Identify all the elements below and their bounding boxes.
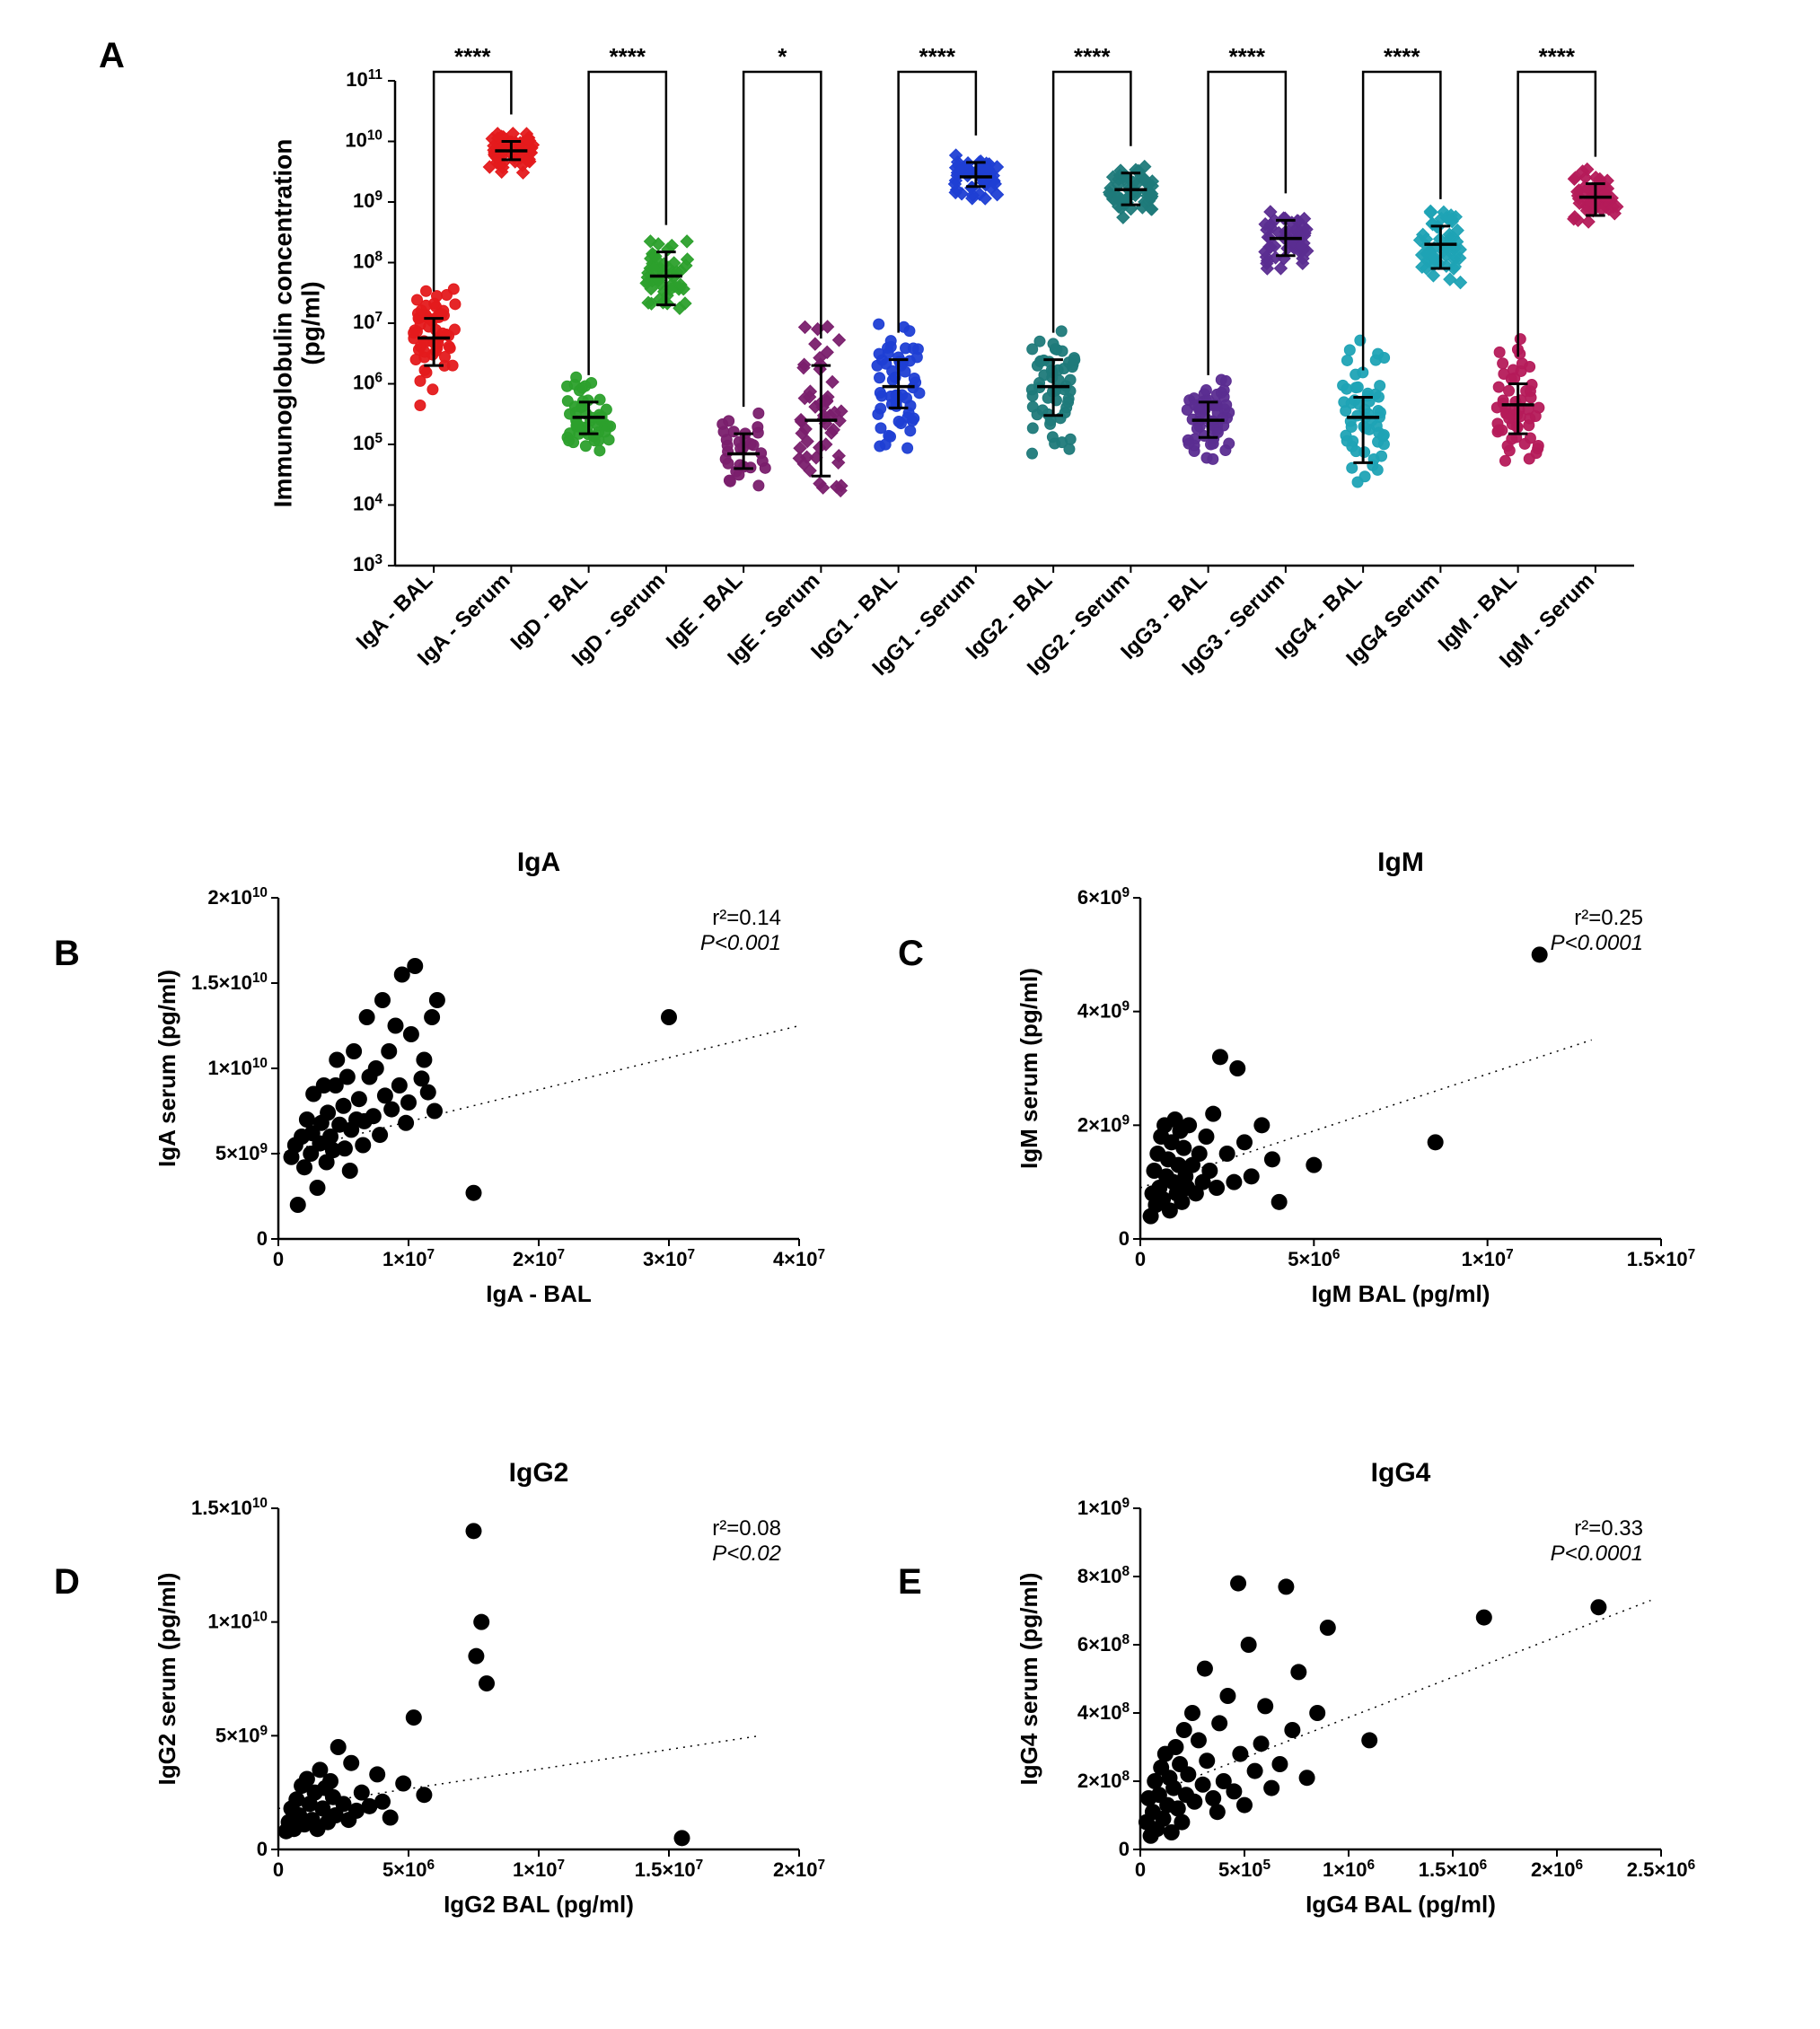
svg-text:5×105: 5×105 xyxy=(1218,1858,1271,1882)
svg-text:3×107: 3×107 xyxy=(643,1247,695,1271)
svg-text:IgG4 serum (pg/ml): IgG4 serum (pg/ml) xyxy=(1016,1573,1042,1786)
panel-c-chart: IgM 0 5×106 1×107 1.5×107 0 2×109 4×109 6×109 IgM… xyxy=(1006,844,1724,1347)
panel-d-label: D xyxy=(54,1562,80,1603)
svg-text:6×109: 6×109 xyxy=(1077,885,1130,909)
svg-text:2×107: 2×107 xyxy=(513,1247,565,1271)
svg-text:****: **** xyxy=(610,43,646,70)
figure: A 103 104 105 106 107 108 109 1010 1011 Immunoglo… xyxy=(0,0,1820,2029)
panel-a-chart: 103 104 105 106 107 108 109 1010 1011 Immunoglobu… xyxy=(269,18,1724,781)
svg-text:r²=0.33: r²=0.33 xyxy=(1574,1516,1643,1541)
svg-text:0: 0 xyxy=(257,1227,268,1250)
svg-text:5×106: 5×106 xyxy=(382,1858,435,1882)
svg-text:1011: 1011 xyxy=(346,67,382,92)
panel-a-label: A xyxy=(99,36,125,76)
svg-text:1.5×1010: 1.5×1010 xyxy=(191,971,268,995)
svg-text:****: **** xyxy=(1539,43,1576,70)
svg-text:****: **** xyxy=(1074,43,1111,70)
svg-text:IgG2 serum (pg/ml): IgG2 serum (pg/ml) xyxy=(154,1573,180,1786)
svg-text:r²=0.08: r²=0.08 xyxy=(712,1516,781,1541)
svg-text:0: 0 xyxy=(1135,1858,1146,1881)
svg-text:103: 103 xyxy=(353,552,382,576)
svg-text:IgA serum (pg/ml): IgA serum (pg/ml) xyxy=(154,970,180,1167)
svg-text:2×106: 2×106 xyxy=(1531,1858,1583,1882)
svg-text:0: 0 xyxy=(257,1838,268,1860)
panel-b-label: B xyxy=(54,934,80,974)
svg-text:****: **** xyxy=(919,43,956,70)
svg-text:1×109: 1×109 xyxy=(1077,1496,1130,1520)
svg-text:P<0.0001: P<0.0001 xyxy=(1551,1542,1643,1566)
svg-text:IgG4: IgG4 xyxy=(1371,1458,1431,1488)
svg-text:2×1010: 2×1010 xyxy=(207,885,268,909)
svg-text:8×108: 8×108 xyxy=(1077,1564,1130,1588)
svg-text:4×107: 4×107 xyxy=(773,1247,825,1271)
svg-text:0: 0 xyxy=(273,1248,284,1270)
svg-text:IgA - BAL: IgA - BAL xyxy=(486,1280,592,1307)
svg-text:1×106: 1×106 xyxy=(1323,1858,1375,1882)
svg-text:r²=0.25: r²=0.25 xyxy=(1574,906,1643,930)
panel-d-chart: IgG2 0 5×106 1×107 1.5×107 2×107 0 5×109 1×1010 1… xyxy=(144,1454,862,1957)
svg-text:1×107: 1×107 xyxy=(382,1247,435,1271)
svg-text:5×106: 5×106 xyxy=(1288,1247,1340,1271)
svg-text:4×108: 4×108 xyxy=(1077,1700,1130,1725)
svg-text:IgM serum (pg/ml): IgM serum (pg/ml) xyxy=(1016,968,1042,1169)
panel-b-chart: IgA 0 1×107 2×107 3×107 4×107 0 5×109 1×1010 1.5×… xyxy=(144,844,862,1347)
svg-text:1×1010: 1×1010 xyxy=(207,1609,268,1633)
svg-text:*: * xyxy=(778,43,787,70)
svg-text:IgM: IgM xyxy=(1377,848,1424,877)
svg-text:2×107: 2×107 xyxy=(773,1858,825,1882)
svg-text:IgM BAL (pg/ml): IgM BAL (pg/ml) xyxy=(1312,1280,1490,1307)
svg-text:****: **** xyxy=(1384,43,1420,70)
svg-text:1.5×1010: 1.5×1010 xyxy=(191,1496,268,1520)
svg-text:1.5×107: 1.5×107 xyxy=(1627,1247,1695,1271)
svg-text:1×107: 1×107 xyxy=(513,1858,565,1882)
svg-text:1×107: 1×107 xyxy=(1462,1247,1514,1271)
svg-text:0: 0 xyxy=(1119,1838,1130,1860)
svg-text:1.5×107: 1.5×107 xyxy=(635,1858,703,1882)
svg-text:2.5×106: 2.5×106 xyxy=(1627,1858,1695,1882)
svg-text:108: 108 xyxy=(353,249,382,273)
svg-text:P<0.001: P<0.001 xyxy=(700,931,781,955)
svg-text:4×109: 4×109 xyxy=(1077,998,1130,1023)
svg-text:6×108: 6×108 xyxy=(1077,1632,1130,1656)
svg-text:IgG2 BAL (pg/ml): IgG2 BAL (pg/ml) xyxy=(444,1891,634,1918)
svg-text:5×109: 5×109 xyxy=(215,1723,268,1747)
svg-text:****: **** xyxy=(454,43,491,70)
svg-text:P<0.0001: P<0.0001 xyxy=(1551,931,1643,955)
svg-text:1.5×106: 1.5×106 xyxy=(1419,1858,1487,1882)
svg-text:0: 0 xyxy=(1135,1248,1146,1270)
svg-text:109: 109 xyxy=(353,189,382,213)
svg-text:1×1010: 1×1010 xyxy=(207,1056,268,1080)
svg-text:107: 107 xyxy=(353,310,382,334)
svg-text:r²=0.14: r²=0.14 xyxy=(712,906,781,930)
svg-text:IgA: IgA xyxy=(517,848,560,877)
panel-e-label: E xyxy=(898,1562,922,1603)
svg-text:****: **** xyxy=(1229,43,1266,70)
svg-text:2×108: 2×108 xyxy=(1077,1769,1130,1793)
svg-text:5×109: 5×109 xyxy=(215,1141,268,1165)
panel-c-label: C xyxy=(898,934,924,974)
svg-text:Immunoglobulin concentration(p: Immunoglobulin concentration(pg/ml) xyxy=(269,139,324,508)
svg-text:P<0.02: P<0.02 xyxy=(712,1542,781,1566)
svg-text:1010: 1010 xyxy=(345,127,382,152)
svg-text:104: 104 xyxy=(353,491,382,515)
svg-text:2×109: 2×109 xyxy=(1077,1112,1130,1137)
svg-text:0: 0 xyxy=(1119,1227,1130,1250)
panel-e-chart: IgG4 0 5×105 1×106 1.5×106 2×106 2.5×106 0 2×108… xyxy=(1006,1454,1724,1957)
svg-text:IgG2: IgG2 xyxy=(509,1458,569,1488)
svg-text:105: 105 xyxy=(353,431,382,455)
svg-text:IgG4 BAL (pg/ml): IgG4 BAL (pg/ml) xyxy=(1306,1891,1496,1918)
svg-text:106: 106 xyxy=(353,370,382,394)
svg-text:0: 0 xyxy=(273,1858,284,1881)
